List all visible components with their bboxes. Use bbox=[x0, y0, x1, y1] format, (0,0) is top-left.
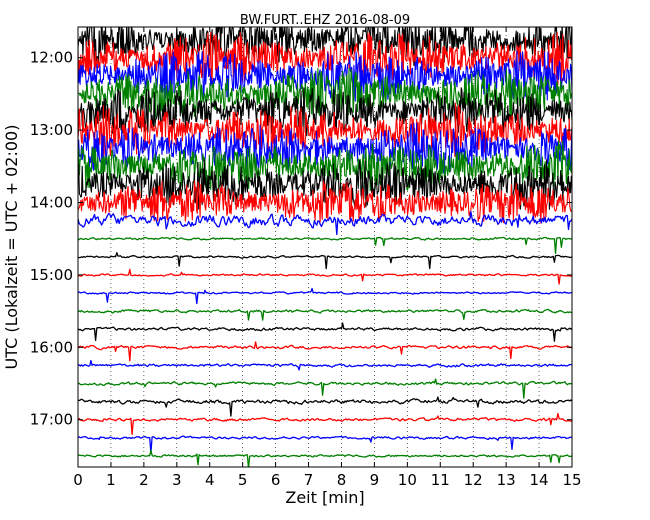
y-axis-label: UTC (Lokalzeit = UTC + 02:00) bbox=[2, 125, 21, 370]
seismic-trace bbox=[78, 102, 572, 158]
grid-lines bbox=[110, 27, 540, 467]
x-tick-label: 10 bbox=[398, 471, 417, 489]
x-tick-label: 5 bbox=[238, 471, 248, 489]
y-tick-label: 13:00 bbox=[30, 121, 73, 139]
seismic-trace bbox=[78, 268, 572, 285]
seismic-trace bbox=[78, 287, 572, 305]
seismic-trace bbox=[78, 308, 572, 321]
x-tick-label: 8 bbox=[337, 471, 347, 489]
x-tick-label: 9 bbox=[370, 471, 380, 489]
x-tick-label: 6 bbox=[271, 471, 281, 489]
seismic-trace bbox=[78, 211, 572, 236]
x-axis-ticks: 0 1 2 3 4 5 6 7 8 9 10 11 12 13 14 15 bbox=[73, 27, 582, 489]
x-tick-label: 13 bbox=[497, 471, 516, 489]
seismic-trace bbox=[78, 435, 572, 454]
x-tick-label: 7 bbox=[304, 471, 314, 489]
seismic-trace bbox=[78, 122, 572, 174]
seismic-trace bbox=[78, 27, 572, 67]
y-axis-ticks: 12:00 13:00 14:00 15:00 16:00 17:00 bbox=[30, 49, 572, 429]
x-tick-label: 3 bbox=[172, 471, 182, 489]
x-tick-label: 11 bbox=[431, 471, 450, 489]
x-tick-label: 1 bbox=[106, 471, 116, 489]
x-tick-label: 2 bbox=[139, 471, 149, 489]
y-tick-label: 16:00 bbox=[30, 338, 73, 356]
seismic-trace bbox=[78, 341, 572, 362]
x-tick-label: 4 bbox=[205, 471, 215, 489]
y-tick-label: 17:00 bbox=[30, 411, 73, 429]
seismic-trace bbox=[78, 50, 572, 103]
x-axis-label: Zeit [min] bbox=[285, 488, 364, 507]
seismic-trace bbox=[78, 396, 572, 417]
chart-title: BW.FURT..EHZ 2016-08-09 bbox=[240, 13, 410, 28]
x-tick-label: 12 bbox=[464, 471, 483, 489]
seismic-traces bbox=[78, 27, 572, 467]
x-tick-label: 15 bbox=[562, 471, 581, 489]
x-tick-label: 0 bbox=[73, 471, 83, 489]
y-tick-label: 15:00 bbox=[30, 266, 73, 284]
seismic-trace bbox=[78, 180, 572, 224]
x-tick-label: 14 bbox=[530, 471, 549, 489]
y-tick-label: 12:00 bbox=[30, 49, 73, 67]
seismic-trace bbox=[78, 322, 572, 342]
seismic-trace bbox=[78, 378, 572, 399]
y-tick-label: 14:00 bbox=[30, 194, 73, 212]
seismic-trace bbox=[78, 449, 572, 467]
seismic-trace bbox=[78, 236, 572, 255]
seismic-trace bbox=[78, 412, 572, 435]
seismic-trace bbox=[78, 359, 572, 371]
plot-frame bbox=[77, 26, 573, 468]
seismic-trace bbox=[78, 252, 572, 270]
